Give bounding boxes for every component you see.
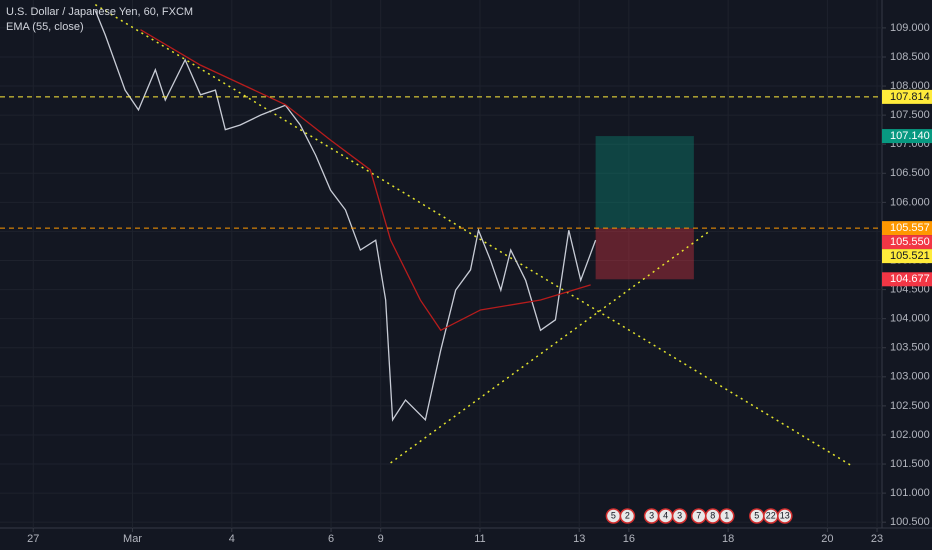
price-label: 105.521 bbox=[890, 250, 930, 262]
y-tick-label: 102.000 bbox=[890, 429, 930, 441]
indicator-label: EMA (55, close) bbox=[6, 21, 84, 33]
event-count: 4 bbox=[663, 510, 668, 520]
y-tick-label: 106.500 bbox=[890, 167, 930, 179]
event-icon bbox=[619, 508, 636, 524]
y-tick-label: 103.500 bbox=[890, 342, 930, 354]
y-tick-label: 108.000 bbox=[890, 80, 930, 92]
price-label-bg bbox=[882, 221, 932, 236]
event-count: 22 bbox=[766, 510, 776, 520]
price-label-bg bbox=[882, 129, 932, 144]
y-tick-label: 108.500 bbox=[890, 51, 930, 63]
price-label-bg bbox=[882, 249, 932, 264]
event-count: 1 bbox=[724, 510, 729, 520]
x-tick-label: 18 bbox=[722, 533, 734, 545]
event-count: 3 bbox=[649, 510, 654, 520]
price-label: 107.814 bbox=[890, 91, 930, 103]
price-label-bg bbox=[882, 235, 932, 250]
price-label: 107.140 bbox=[890, 130, 930, 142]
x-tick-label: 20 bbox=[821, 533, 833, 545]
x-tick-label: 4 bbox=[229, 533, 235, 545]
x-tick-label: 23 bbox=[871, 533, 883, 545]
y-tick-label: 100.500 bbox=[890, 516, 930, 528]
event-count: 5 bbox=[754, 510, 759, 520]
y-tick-label: 101.000 bbox=[890, 487, 930, 499]
chart-title: U.S. Dollar / Japanese Yen, 60, FXCM bbox=[6, 6, 193, 18]
series-line bbox=[140, 29, 591, 332]
x-tick-label: 6 bbox=[328, 533, 334, 545]
price-label-bg bbox=[882, 272, 932, 287]
y-tick-label: 107.500 bbox=[890, 109, 930, 121]
stop-zone bbox=[595, 228, 694, 280]
price-label-bg bbox=[882, 89, 932, 104]
y-tick-label: 103.000 bbox=[890, 371, 930, 383]
event-icon bbox=[777, 508, 793, 524]
event-count: 5 bbox=[611, 510, 616, 520]
x-tick-label: Mar bbox=[123, 533, 142, 545]
price-label: 104.677 bbox=[890, 273, 930, 285]
y-tick-label: 101.500 bbox=[890, 458, 930, 470]
x-tick-label: 27 bbox=[27, 533, 39, 545]
x-tick-label: 13 bbox=[573, 533, 585, 545]
y-tick-label: 102.500 bbox=[890, 400, 930, 412]
event-count: 2 bbox=[625, 510, 630, 520]
x-tick-label: 16 bbox=[623, 533, 635, 545]
price-label: 105.550 bbox=[890, 236, 930, 248]
series-line bbox=[94, 10, 597, 422]
event-icon bbox=[671, 508, 688, 524]
y-tick-label: 104.000 bbox=[890, 313, 930, 325]
x-tick-label: 9 bbox=[378, 533, 384, 545]
price-label: 105.557 bbox=[890, 222, 930, 234]
event-count: 7 bbox=[696, 510, 701, 520]
y-tick-label: 106.000 bbox=[890, 196, 930, 208]
event-icon bbox=[718, 508, 735, 524]
event-count: 13 bbox=[780, 510, 790, 520]
target-zone bbox=[595, 136, 694, 229]
x-tick-label: 11 bbox=[474, 533, 485, 545]
event-count: 8 bbox=[710, 510, 715, 520]
y-tick-label: 104.500 bbox=[890, 283, 930, 295]
y-tick-label: 109.000 bbox=[890, 22, 930, 34]
event-count: 3 bbox=[677, 510, 682, 520]
plot-area bbox=[0, 0, 882, 528]
